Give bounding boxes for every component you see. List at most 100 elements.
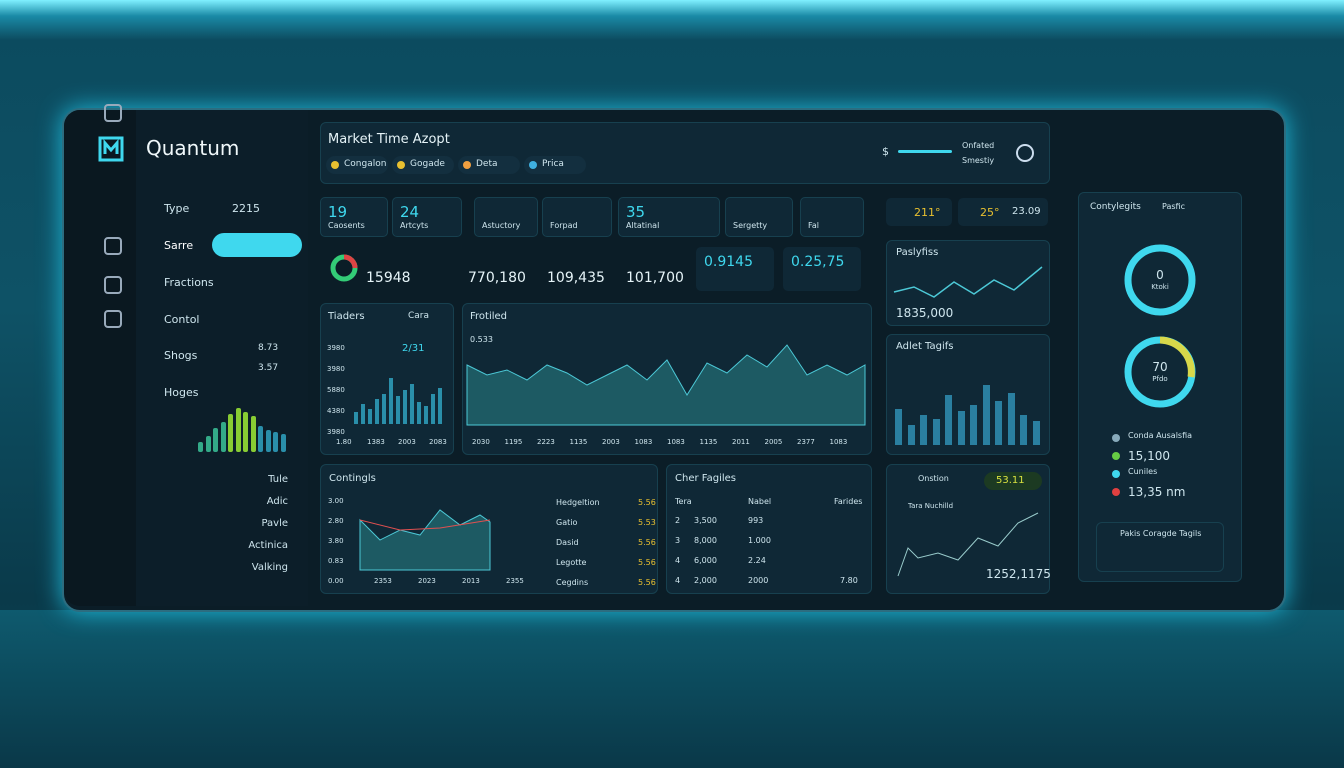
x-tick-label: 2013 xyxy=(462,577,480,585)
chip xyxy=(392,156,454,174)
y-tick-label: 5880 xyxy=(327,386,345,394)
stat-value: 24 xyxy=(400,203,420,221)
side-item: Pavle xyxy=(261,518,288,529)
onstion-sparkline xyxy=(897,512,1039,577)
currency: $ xyxy=(882,145,889,158)
cell: 2 xyxy=(675,516,681,525)
nav-value: 3.57 xyxy=(258,363,279,373)
weather-card xyxy=(958,198,1048,226)
side-item: Valking xyxy=(251,562,288,573)
nav-panel xyxy=(136,110,308,606)
value: 1252,1175 xyxy=(986,567,1051,581)
x-tick-label: 1083 xyxy=(667,438,685,446)
cell: 2.24 xyxy=(748,556,766,565)
traders-card xyxy=(320,303,454,455)
legend-item: 13,35 nm xyxy=(1128,485,1186,499)
donut-label: Ktoki xyxy=(1151,283,1169,291)
decor-bar xyxy=(368,409,372,424)
note: 0.533 xyxy=(470,335,493,344)
stat-card xyxy=(618,197,720,237)
decor-bar xyxy=(258,426,263,452)
nav-item: Sarre xyxy=(164,239,194,252)
right-panel xyxy=(1078,192,1242,582)
stat-card xyxy=(320,197,388,237)
chip-label: Congalon xyxy=(344,159,387,169)
cher-card xyxy=(666,464,872,594)
decor-bar xyxy=(389,378,393,424)
stat-value: 19 xyxy=(328,203,348,221)
decor-bar xyxy=(228,414,233,452)
y-tick-label: 3.00 xyxy=(328,497,344,505)
stat-label: Sergetty xyxy=(733,221,768,230)
x-tick-label: 2003 xyxy=(602,438,620,446)
x-tick-label: 2030 xyxy=(472,438,490,446)
legend-item: Conda Ausalsfia xyxy=(1128,431,1193,440)
nav-icon xyxy=(104,276,122,294)
column-header: Nabel xyxy=(748,497,772,506)
x-tick-label: 2223 xyxy=(537,438,555,446)
metric-value: 15948 xyxy=(366,270,411,286)
decor-bar xyxy=(361,404,365,424)
list-name: Dasid xyxy=(556,538,579,547)
floor xyxy=(0,610,1344,768)
brand: Quantum xyxy=(146,136,240,160)
metric-value: 101,700 xyxy=(626,270,684,286)
column-header: Farides xyxy=(834,497,863,506)
legend-dot xyxy=(1112,470,1120,478)
decor-bar xyxy=(396,396,400,424)
stat-card xyxy=(392,197,462,237)
list-name: Cegdins xyxy=(556,578,589,587)
nav-icon xyxy=(104,104,122,122)
cell: 2000 xyxy=(748,576,769,585)
decor-bar xyxy=(265,430,271,452)
decor-bar xyxy=(235,408,241,452)
x-tick-label: 1083 xyxy=(634,438,653,446)
cell: 6,000 xyxy=(694,556,717,565)
chip xyxy=(326,156,388,174)
y-tick-label: 4380 xyxy=(327,407,345,415)
donut xyxy=(1124,244,1196,316)
card-title: Adlet Tagifs xyxy=(896,341,954,352)
badge: 2/31 xyxy=(402,343,425,354)
y-tick-label: 0.83 xyxy=(328,557,344,565)
legend-dot xyxy=(1112,452,1120,460)
stat-label: Artcyts xyxy=(400,221,429,230)
slider[interactable] xyxy=(898,150,952,153)
nav-value: 8.73 xyxy=(258,343,279,353)
cell: 3,500 xyxy=(694,516,717,525)
stat-label: Caosents xyxy=(328,221,365,230)
x-tick-label: 2083 xyxy=(429,438,447,446)
legend-dot xyxy=(1112,488,1120,496)
decor-bar xyxy=(403,390,407,424)
badge-bg xyxy=(984,472,1042,490)
x-tick-label: 2377 xyxy=(797,438,815,446)
area-chart xyxy=(466,344,866,426)
decor-bar xyxy=(280,434,286,452)
donut xyxy=(1124,336,1196,408)
x-tick-label: 2005 xyxy=(764,438,783,446)
cell: 4 xyxy=(675,556,681,565)
chip-label: Gogade xyxy=(410,159,445,169)
decor-bar xyxy=(970,405,977,445)
x-tick-label: 1135 xyxy=(699,438,718,446)
weather: 25° xyxy=(980,206,1000,219)
legend-dot xyxy=(1112,434,1120,442)
nav-active-pill[interactable] xyxy=(212,233,302,257)
donut-value: 70 xyxy=(1152,360,1168,374)
list-value: 5.56 xyxy=(638,538,656,547)
decor-bar xyxy=(932,419,940,445)
y-tick-label: 3.80 xyxy=(328,537,344,545)
x-tick-label: 2011 xyxy=(732,438,750,446)
chip-dot xyxy=(397,161,405,169)
right-footer xyxy=(1096,522,1224,572)
x-tick-label: 1.80 xyxy=(336,438,352,446)
card-title: Contingls xyxy=(329,473,376,484)
cell: 2,000 xyxy=(694,576,717,585)
decor-bar xyxy=(945,395,952,445)
chip-dot xyxy=(463,161,471,169)
decor-bar xyxy=(273,432,278,452)
panel-title: Contylegits xyxy=(1090,202,1141,212)
decor-bar xyxy=(354,412,358,424)
cell: 8,000 xyxy=(694,536,717,545)
